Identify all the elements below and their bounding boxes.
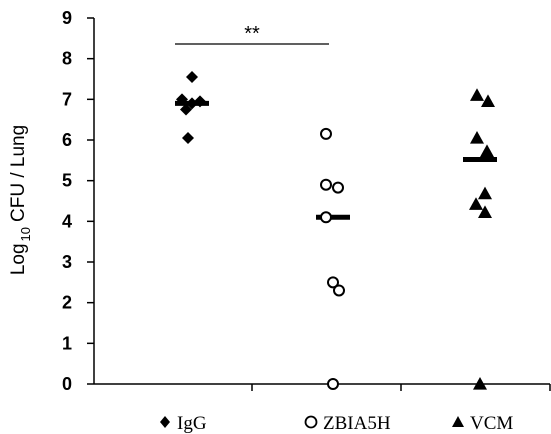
legend-item-vcm: VCM — [452, 413, 513, 434]
point-igg — [176, 93, 188, 106]
legend-marker — [160, 416, 170, 428]
point-vcm — [470, 88, 484, 101]
point-zbia5h — [333, 284, 345, 297]
legend-item-igg: IgG — [160, 413, 207, 434]
point-zbia5h — [320, 178, 332, 191]
point-vcm — [478, 205, 492, 218]
point-zbia5h — [320, 127, 332, 140]
point-zbia5h — [320, 211, 332, 224]
x-axis — [94, 383, 551, 391]
point-vcm — [478, 186, 492, 200]
y-axis-title: Log 10 CFU / Lung — [8, 125, 33, 275]
point-igg — [182, 131, 194, 144]
significance-bracket: ** — [175, 23, 329, 45]
y-tick-label: 8 — [62, 49, 72, 69]
point-vcm — [469, 197, 483, 210]
legend-label: ZBIA5H — [323, 413, 391, 434]
y-tick-label: 6 — [62, 130, 72, 150]
y-tick-label: 4 — [62, 211, 72, 231]
point-zbia5h — [327, 276, 339, 289]
point-vcm — [473, 377, 487, 390]
legend-label: VCM — [470, 413, 513, 434]
y-tick-label: 7 — [62, 89, 72, 109]
y-tick-label: 3 — [62, 252, 72, 272]
significance-label: ** — [244, 23, 260, 45]
y-title-subscript: 10 — [18, 227, 33, 241]
legend-item-zbia5h: ZBIA5H — [304, 413, 391, 434]
y-tick-label: 1 — [62, 333, 72, 353]
y-tick-label: 0 — [62, 374, 72, 394]
y-title-prefix: Log — [8, 243, 29, 275]
point-vcm — [480, 144, 494, 157]
legend-marker — [304, 415, 318, 429]
y-title-suffix: CFU / Lung — [8, 125, 29, 222]
point-igg — [186, 97, 198, 110]
point-zbia5h — [327, 378, 339, 390]
legend-label: IgG — [177, 413, 207, 434]
legend-marker — [452, 416, 464, 427]
data-points — [176, 70, 495, 390]
legend: IgG ZBIA5H VCM — [160, 413, 513, 434]
y-tick-label: 2 — [62, 293, 72, 313]
point-vcm — [470, 130, 484, 144]
point-igg — [180, 103, 192, 116]
y-axis: 0 1 2 3 4 5 6 7 8 9 — [62, 8, 95, 394]
point-vcm — [481, 94, 495, 107]
point-zbia5h — [332, 181, 344, 194]
point-igg — [186, 70, 198, 83]
y-tick-label: 5 — [62, 171, 72, 191]
y-tick-label: 9 — [62, 8, 72, 28]
median-lines — [175, 100, 497, 220]
